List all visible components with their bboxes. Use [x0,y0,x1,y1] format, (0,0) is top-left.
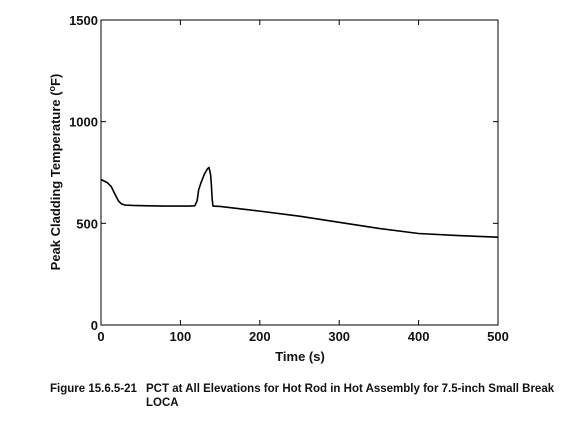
series-line [100,166,499,238]
y-axis-title-main: Peak Cladding Temperature ( [48,91,63,271]
plot-frame [100,19,499,326]
figure-caption: PCT at All Elevations for Hot Rod in Hot… [146,383,555,409]
y-axis-ticks: 0 500 1000 1500 [69,13,498,333]
x-axis-title: Time (s) [275,349,325,364]
y-tick-label: 500 [76,216,98,231]
series-layer [100,166,499,238]
y-axis-title: Peak Cladding Temperature (oF) [47,74,63,271]
chart-figure: 0 500 1000 1500 0 100 200 300 400 500 Time (s) P… [47,13,509,364]
y-axis-title-superscript: o [47,85,57,91]
y-tick-label: 1000 [69,115,98,130]
x-axis-ticks: 0 100 200 300 400 500 [97,20,509,344]
x-tick-label: 500 [487,329,509,344]
x-tick-label: 300 [328,329,350,344]
x-tick-label: 100 [170,329,192,344]
figure-number: Figure 15.6.5-21 [50,383,137,395]
y-tick-label: 1500 [69,13,98,28]
x-tick-label: 0 [97,329,104,344]
y-tick-label: 0 [91,318,98,333]
y-axis-title-end: F) [48,74,63,86]
x-tick-label: 400 [408,329,430,344]
x-tick-label: 200 [249,329,271,344]
